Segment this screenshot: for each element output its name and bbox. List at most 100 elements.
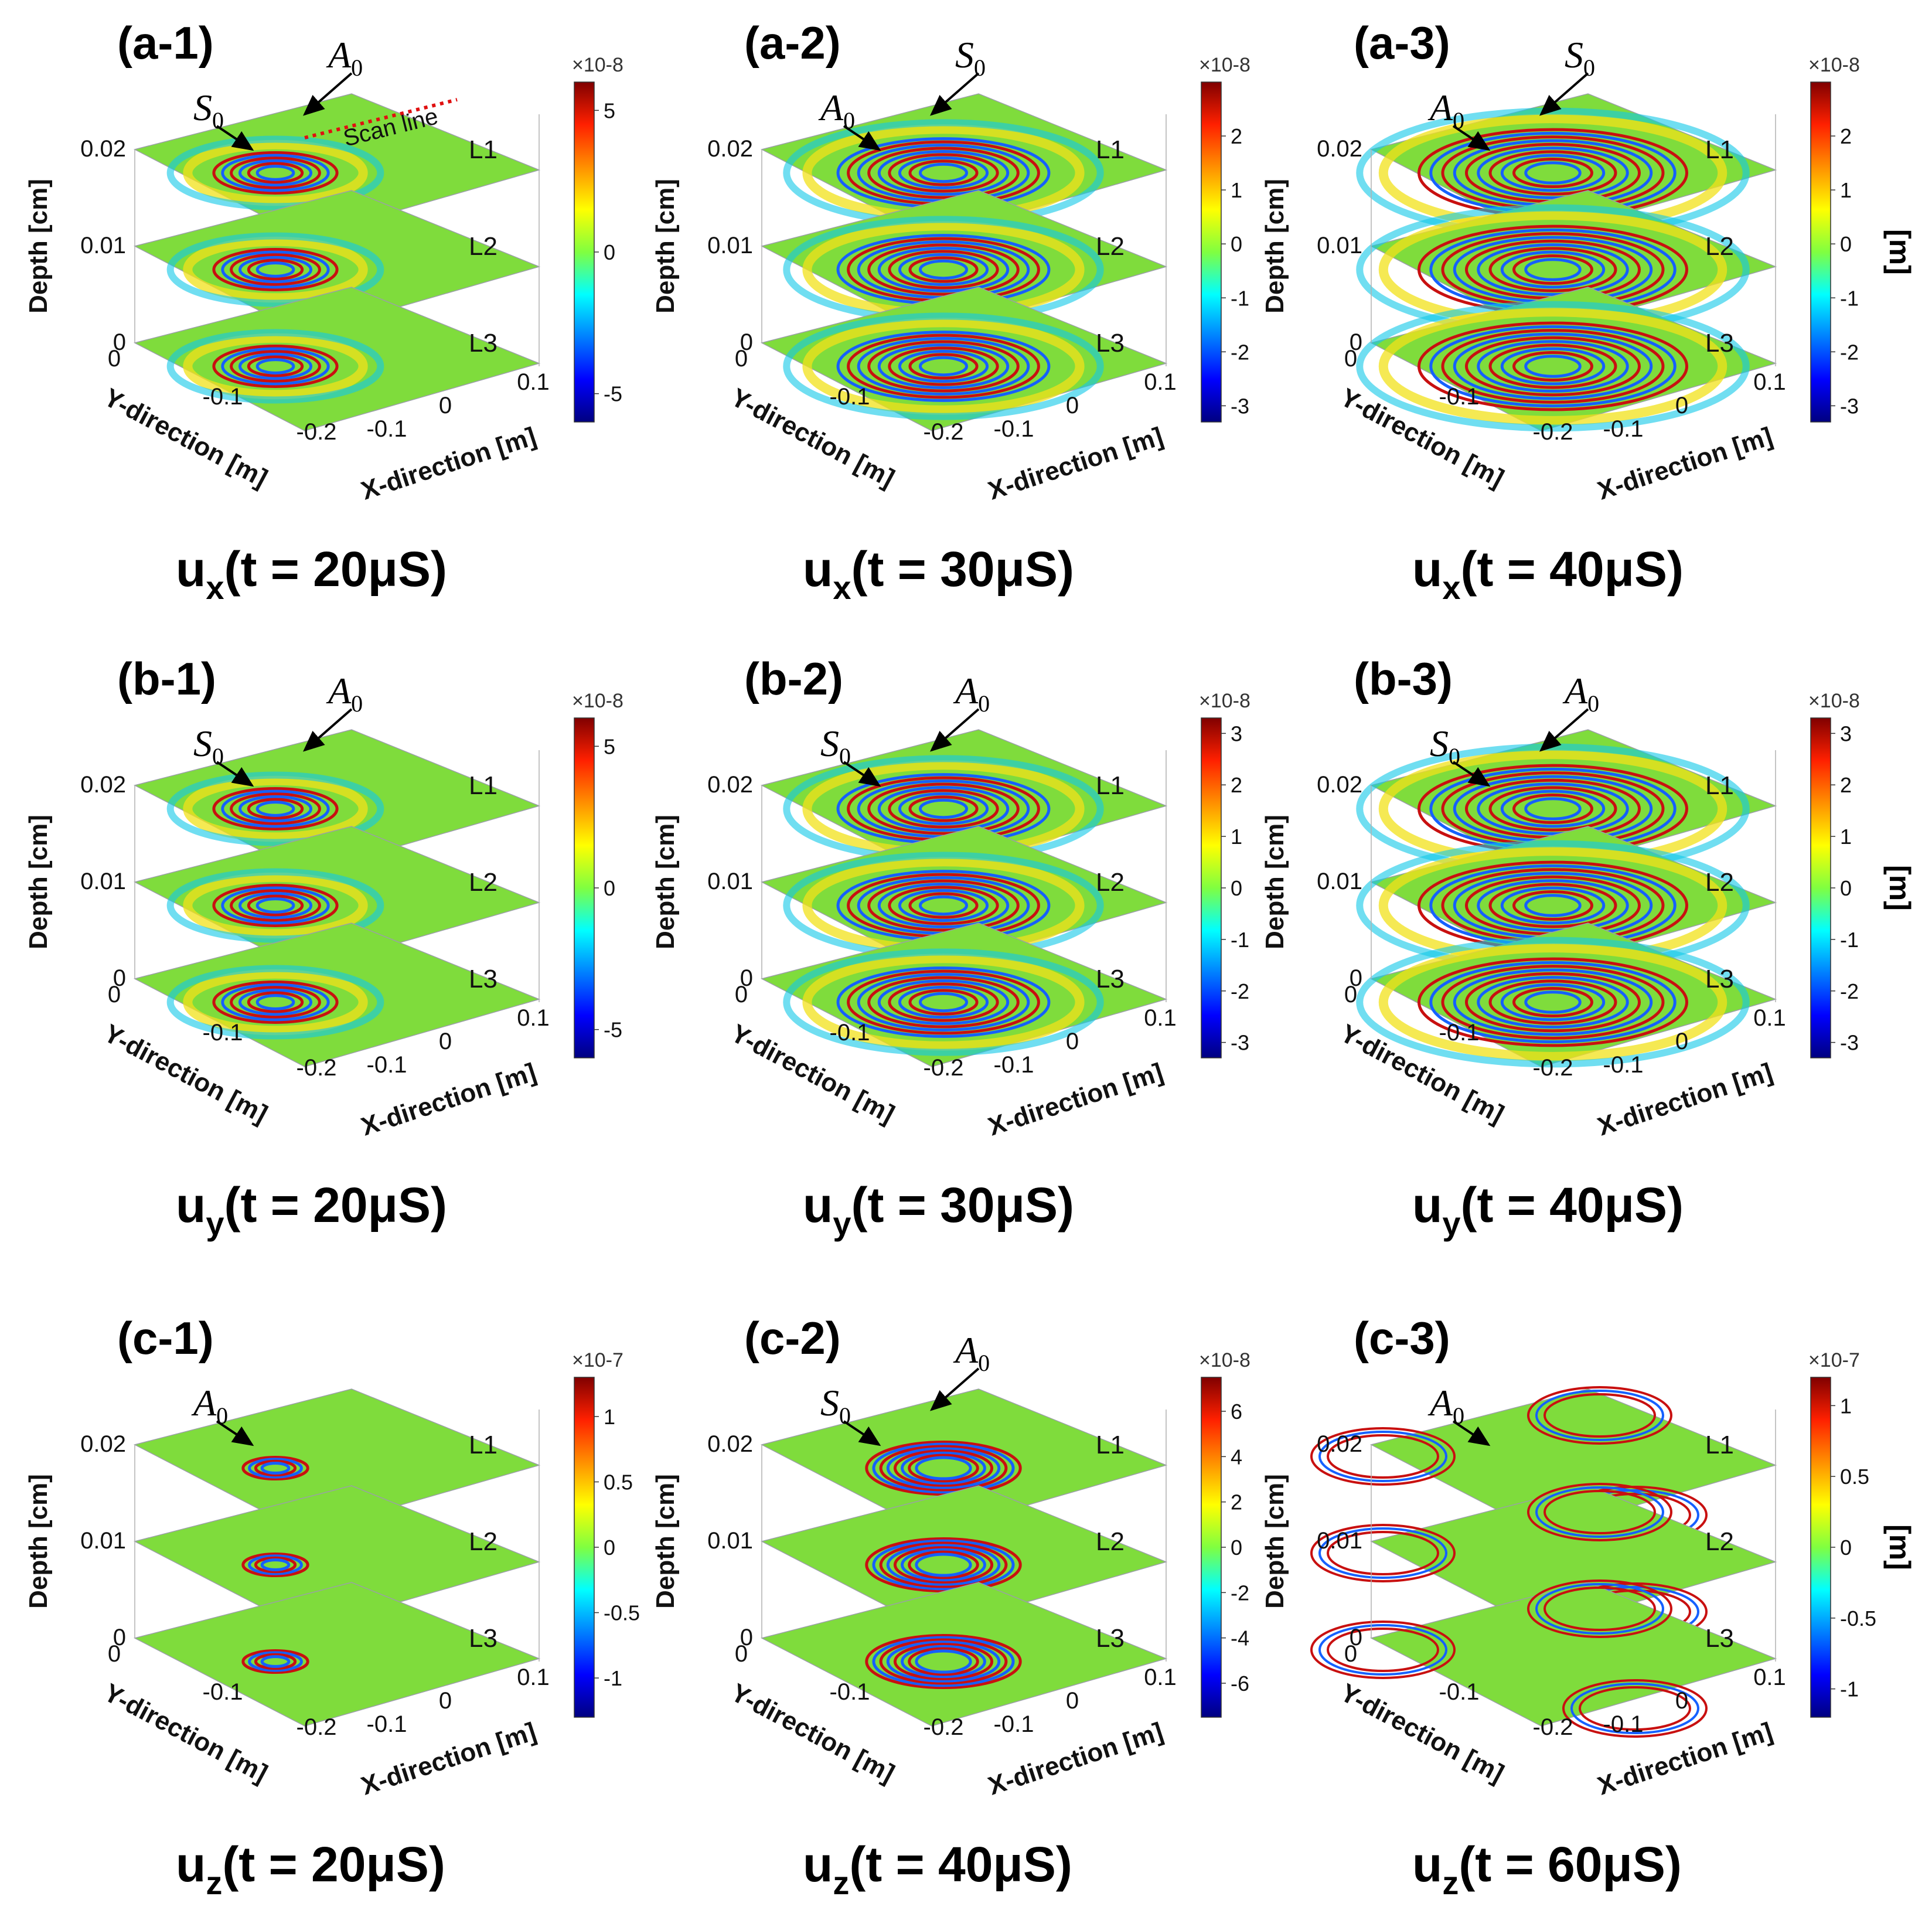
wave-ring xyxy=(901,1548,986,1582)
colorbar-tick: 2 xyxy=(1840,773,1852,797)
colorbar-gradient xyxy=(1201,1377,1222,1718)
layer-label: L3 xyxy=(1705,1624,1734,1653)
layer-label: L2 xyxy=(469,1527,498,1556)
wave-ring xyxy=(847,969,1040,1035)
wave-ring xyxy=(888,982,999,1022)
wave-ring xyxy=(254,1653,297,1670)
annotations: S0 A0 xyxy=(820,1329,990,1446)
colorbar-tick: 6 xyxy=(1231,1400,1242,1424)
colorbar-tick: -1 xyxy=(1231,286,1249,310)
colorbar-gradient xyxy=(1201,717,1222,1058)
wave-ring xyxy=(1562,1679,1708,1738)
s0-wavefront xyxy=(1356,937,1750,1068)
colorbar-tick: 1 xyxy=(1840,1394,1852,1418)
wave-ring xyxy=(1488,343,1617,389)
s0-wavefront xyxy=(183,333,368,400)
wave-ring xyxy=(1327,1628,1439,1672)
layer-1: L1 xyxy=(760,1388,1168,1533)
x-tick: 0.1 xyxy=(1144,369,1177,395)
wave-ring xyxy=(230,792,321,825)
arrow xyxy=(1452,125,1491,151)
y-tick: 0 xyxy=(735,1641,748,1667)
wave-ring xyxy=(1453,332,1653,400)
y-tick: -0.1 xyxy=(1439,384,1480,410)
colorbar-tick: 0.5 xyxy=(1840,1465,1869,1489)
wave-mode-label: S0 xyxy=(1430,723,1460,770)
wave-mode-label: A0 xyxy=(326,34,363,81)
depth-tick: 0.01 xyxy=(707,869,753,894)
wave-ring xyxy=(1310,1524,1456,1582)
y-tick: -0.2 xyxy=(297,1055,337,1081)
wave-ring xyxy=(247,162,304,184)
wave-mode-label: A0 xyxy=(1562,670,1599,717)
wave-ring xyxy=(1543,1393,1656,1438)
wave-ring xyxy=(1570,1683,1699,1734)
layer-3: L3 xyxy=(1356,287,1777,432)
wave-ring xyxy=(872,1442,1015,1494)
wave-ring xyxy=(918,162,969,183)
arrow xyxy=(929,708,980,752)
wave-ring xyxy=(1310,1621,1456,1679)
depth-tick: 0.02 xyxy=(80,136,126,162)
arrow xyxy=(302,72,353,116)
x-tick: -0.1 xyxy=(1603,1711,1644,1737)
x-tick: 0 xyxy=(1066,1029,1079,1054)
layer-label: L2 xyxy=(469,868,498,897)
colorbar: ×10-8 3 2 1 0 -1 -2 -3 xyxy=(1199,690,1250,1058)
s0-wavefront xyxy=(1356,301,1750,432)
wave-ring xyxy=(241,1553,309,1577)
wave-ring xyxy=(918,992,969,1013)
wave-ring xyxy=(898,156,989,190)
s0-wavefront xyxy=(183,969,368,1036)
colorbar-exponent: ×10-8 xyxy=(1199,54,1250,76)
colorbar-tick: -3 xyxy=(1231,394,1249,418)
colorbar-tick: 0.5 xyxy=(604,1470,633,1494)
depth-tick: 0.01 xyxy=(1317,233,1362,258)
layer-2: L2 xyxy=(760,826,1168,971)
y-tick: 0 xyxy=(1344,1641,1357,1667)
y-tick: 0 xyxy=(1344,346,1357,372)
wave-mode-label: A0 xyxy=(818,87,855,134)
colorbar-tick: -3 xyxy=(1231,1031,1249,1055)
wave-ring xyxy=(867,879,1020,932)
x-tick: 0 xyxy=(439,1688,452,1714)
wave-ring xyxy=(1310,1427,1456,1486)
s0-wavefront xyxy=(183,872,368,939)
layer-3: L3 xyxy=(1310,1579,1777,1738)
y-tick: -0.2 xyxy=(297,1714,337,1740)
wave-ring xyxy=(867,243,1020,296)
y-tick: 0 xyxy=(735,346,748,372)
wave-ring xyxy=(915,1456,972,1480)
wave-ring xyxy=(221,154,330,192)
wave-ring xyxy=(898,985,989,1019)
colorbar-tick: 1 xyxy=(1840,178,1852,202)
panel-caption: uy(t = 20μS) xyxy=(176,1177,447,1242)
wave-ring xyxy=(254,1556,297,1574)
annotations: S0 A0 xyxy=(820,670,990,787)
wave-ring xyxy=(247,798,304,820)
arrow xyxy=(216,125,254,151)
wave-ring xyxy=(1579,1686,1691,1731)
wave-ring xyxy=(255,261,295,278)
wave-ring xyxy=(1327,1434,1439,1479)
depth-tick: 0 xyxy=(113,1625,126,1650)
wave-ring xyxy=(901,1451,986,1485)
panel-caption: uz(t = 20μS) xyxy=(176,1837,445,1901)
colorbar-tick: 0 xyxy=(1231,876,1242,900)
layer-label: L3 xyxy=(1705,329,1734,358)
arrow xyxy=(1539,708,1589,752)
colorbar-tick: 0 xyxy=(604,240,615,264)
s0-wavefront xyxy=(183,775,368,842)
arrow xyxy=(929,72,980,116)
x-tick: -0.1 xyxy=(994,416,1034,442)
wave-ring xyxy=(221,886,330,925)
x-tick: 0 xyxy=(1066,393,1079,418)
panel-label: (a-3) xyxy=(1354,17,1450,69)
depth-tick: 0.01 xyxy=(1317,869,1362,894)
x-tick: -0.1 xyxy=(994,1711,1034,1737)
colorbar-tick: -2 xyxy=(1231,1581,1249,1605)
